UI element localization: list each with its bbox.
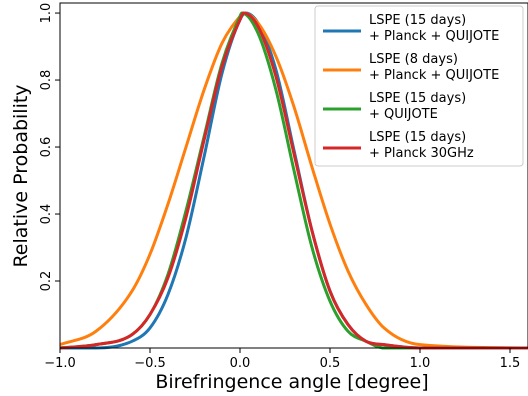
series-line-4	[59, 11, 528, 350]
legend-frame	[314, 5, 524, 167]
y-tick-label: 0.8	[39, 70, 54, 91]
y-tick-label: 0.4	[39, 204, 54, 225]
legend-label-3: LSPE (15 days)	[369, 91, 466, 106]
legend-label-2: + Planck + QUIJOTE	[369, 68, 499, 83]
x-axis-ticks: −1.0 −0.5 0.0 0.5 1.0 1.5	[44, 348, 520, 371]
x-tick-label: 0.5	[320, 356, 341, 371]
legend-label-2: LSPE (8 days)	[369, 52, 458, 67]
legend-label-3: + QUIJOTE	[369, 107, 438, 122]
plot-lines	[59, 11, 528, 350]
legend-label-1: + Planck + QUIJOTE	[369, 29, 499, 44]
y-axis-label: Relative Probability	[10, 84, 32, 267]
x-tick-label: 1.0	[410, 356, 431, 371]
x-tick-label: 0.0	[230, 356, 251, 371]
axes-frame	[59, 2, 528, 349]
legend-label-4: + Planck 30GHz	[369, 146, 474, 161]
legend-label-1: LSPE (15 days)	[369, 13, 466, 28]
y-tick-label: 0.2	[39, 271, 54, 292]
y-tick-label: 0.6	[39, 137, 54, 158]
x-axis-label: Birefringence angle [degree]	[155, 371, 428, 393]
y-axis-ticks: 0.2 0.4 0.6 0.8 1.0	[39, 3, 60, 292]
x-tick-label: −0.5	[134, 356, 166, 371]
x-tick-label: 1.5	[500, 356, 521, 371]
y-tick-label: 1.0	[39, 3, 54, 24]
x-tick-label: −1.0	[44, 356, 76, 371]
legend-label-4: LSPE (15 days)	[369, 130, 466, 145]
